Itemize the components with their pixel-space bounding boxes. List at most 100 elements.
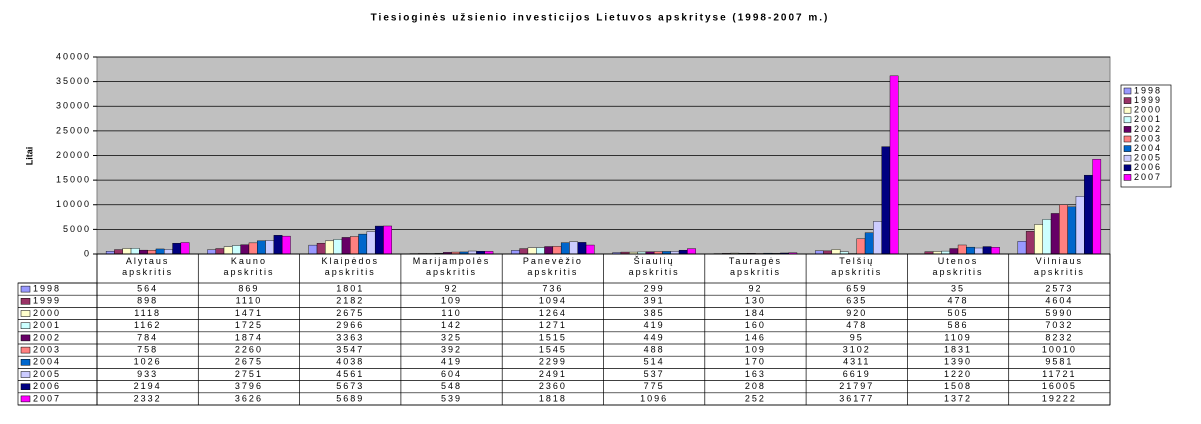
table-row-label: 2000 — [33, 308, 61, 318]
bar — [1042, 219, 1052, 255]
table-cell: 1162 — [134, 320, 161, 330]
legend-key — [1123, 116, 1132, 124]
bar — [358, 233, 368, 255]
table-cell: 392 — [441, 344, 462, 354]
table-cell: 170 — [745, 357, 766, 367]
table-cell: 11721 — [1042, 369, 1076, 379]
table-cell: 4311 — [843, 357, 870, 367]
table-cell: 163 — [745, 369, 766, 379]
table-row-label: 2006 — [33, 381, 61, 391]
bar — [265, 240, 275, 255]
legend-label: 2003 — [1134, 133, 1162, 143]
legend-label: 2004 — [1134, 143, 1162, 153]
table-cell: 9581 — [1045, 357, 1073, 367]
table-cell: 1220 — [944, 369, 972, 379]
legend-key — [1123, 174, 1132, 181]
bar — [687, 248, 696, 255]
table-cell: 1818 — [539, 393, 567, 403]
bar — [281, 235, 291, 255]
legend-key — [1123, 135, 1132, 143]
bar — [974, 247, 984, 255]
x-tick-label: Vilniaus apskritis — [1034, 256, 1085, 277]
bar — [223, 246, 233, 255]
table-cell: 1390 — [944, 357, 972, 367]
bar — [831, 249, 841, 255]
table-cell: 514 — [644, 357, 665, 367]
bar — [207, 249, 216, 255]
table-cell: 3626 — [235, 393, 263, 403]
table-cell: 1264 — [539, 308, 567, 318]
bar — [527, 247, 537, 255]
bar — [519, 248, 529, 255]
bar — [1084, 174, 1093, 255]
table-cell: 36177 — [839, 393, 874, 403]
bar — [966, 246, 975, 255]
table-cell: 7032 — [1045, 320, 1073, 330]
table-key — [20, 383, 31, 390]
table-cell: 10010 — [1042, 344, 1077, 354]
table-cell: 4604 — [1045, 296, 1073, 306]
bar — [991, 247, 1000, 255]
table-cell: 1725 — [235, 320, 263, 330]
table-cell: 3363 — [336, 332, 364, 342]
table-key — [20, 395, 31, 403]
table-cell: 92 — [445, 283, 459, 293]
bar — [957, 244, 967, 255]
bar — [511, 250, 520, 255]
table-cell: 2194 — [134, 381, 162, 391]
bar — [881, 146, 891, 255]
y-tick-label: 10000 — [56, 199, 91, 209]
table-cell: 478 — [846, 320, 867, 330]
table-cell: 1110 — [236, 296, 263, 306]
table-cell: 6619 — [843, 369, 871, 379]
table-cell: 35 — [951, 283, 965, 293]
bar — [232, 245, 241, 255]
table-cell: 109 — [441, 296, 462, 306]
table-cell: 449 — [644, 332, 665, 342]
bar — [1092, 159, 1102, 255]
table-cell: 539 — [441, 393, 462, 403]
y-tick-label: 5000 — [63, 224, 91, 234]
legend-label: 2007 — [1134, 172, 1162, 182]
table-cell: 2360 — [539, 381, 567, 391]
bar — [366, 231, 376, 255]
bar — [552, 246, 562, 255]
legend-label: 2000 — [1134, 105, 1162, 115]
x-tick-label: Telšių apskritis — [831, 256, 882, 277]
y-tick-label: 25000 — [56, 125, 91, 135]
table-cell: 3102 — [843, 344, 871, 354]
table-cell: 2966 — [336, 320, 364, 330]
bar — [122, 248, 132, 255]
y-tick-label: 20000 — [56, 150, 91, 160]
table-cell: 488 — [644, 344, 665, 354]
table-cell: 505 — [948, 308, 969, 318]
legend-key — [1123, 145, 1132, 152]
table-cell: 146 — [745, 332, 766, 342]
bar — [273, 235, 283, 255]
legend-label: 2005 — [1134, 153, 1162, 163]
table-cell: 3547 — [336, 344, 364, 354]
bar — [864, 232, 874, 255]
chart-title: Tiesioginės užsienio investicijos Lietuv… — [371, 13, 830, 24]
table-key — [20, 322, 31, 329]
table-cell: 1271 — [539, 320, 567, 330]
x-tick-label: Utenos apskritis — [933, 256, 984, 277]
table-cell: 5990 — [1045, 308, 1073, 318]
table-cell: 784 — [137, 332, 158, 342]
legend-key — [1123, 126, 1132, 133]
table-cell: 8232 — [1045, 332, 1073, 342]
table-cell: 252 — [745, 393, 766, 403]
table-cell: 2299 — [539, 357, 567, 367]
bar — [856, 238, 866, 255]
table-cell: 548 — [441, 381, 462, 391]
table-cell: 775 — [644, 381, 665, 391]
bar — [1059, 204, 1068, 255]
bar — [889, 75, 899, 255]
bar — [1017, 241, 1027, 255]
table-cell: 5673 — [336, 381, 364, 391]
table-cell: 325 — [441, 332, 462, 342]
table-cell: 2675 — [235, 357, 263, 367]
table-cell: 2332 — [134, 393, 162, 403]
table-cell: 2182 — [336, 296, 364, 306]
bar — [341, 237, 351, 255]
